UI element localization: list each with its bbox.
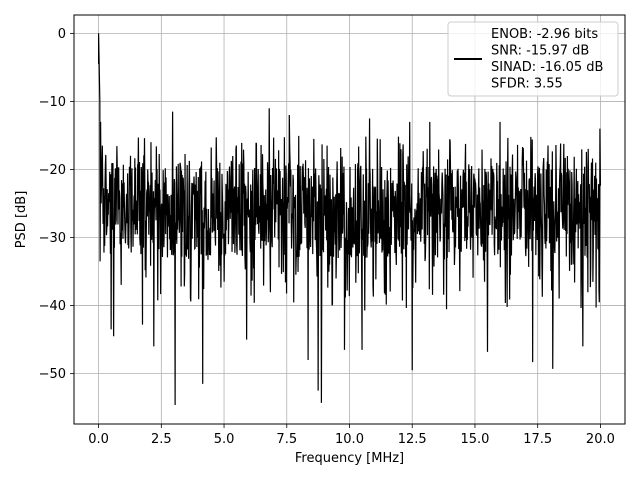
- x-axis-ticks: 0.0 2.5 5.0 7.5 10.0 12.5 15.0 17.5 20.0: [88, 424, 615, 447]
- legend-entry-snr: SNR: -15.97 dB: [491, 44, 589, 59]
- x-axis-label: Frequency [MHz]: [295, 451, 404, 466]
- x-tick-label: 15.0: [460, 432, 489, 447]
- y-tick-label: −50: [39, 367, 66, 382]
- x-tick-label: 17.5: [523, 432, 552, 447]
- y-tick-label: −30: [39, 231, 66, 246]
- legend: ENOB: -2.96 bits SNR: -15.97 dB SINAD: -…: [447, 21, 619, 97]
- y-tick-label: 0: [58, 27, 66, 42]
- legend-entry-sfdr: SFDR: 3.55: [491, 77, 563, 92]
- y-tick-label: −10: [39, 95, 66, 110]
- x-tick-label: 7.5: [276, 432, 297, 447]
- x-tick-label: 0.0: [88, 432, 109, 447]
- y-axis-label: PSD [dB]: [14, 191, 29, 249]
- x-tick-label: 2.5: [151, 432, 172, 447]
- y-tick-label: −40: [39, 299, 66, 314]
- x-tick-label: 5.0: [214, 432, 235, 447]
- x-tick-label: 10.0: [335, 432, 364, 447]
- psd-line: [97, 33, 602, 405]
- legend-box: [447, 21, 619, 97]
- x-tick-label: 20.0: [586, 432, 615, 447]
- legend-entry-sinad: SINAD: -16.05 dB: [491, 60, 603, 75]
- legend-entry-enob: ENOB: -2.96 bits: [491, 27, 598, 42]
- x-tick-label: 12.5: [398, 432, 427, 447]
- y-axis-ticks: 0 −10 −20 −30 −40 −50: [39, 27, 74, 382]
- y-tick-label: −20: [39, 163, 66, 178]
- series-psd: [97, 33, 602, 405]
